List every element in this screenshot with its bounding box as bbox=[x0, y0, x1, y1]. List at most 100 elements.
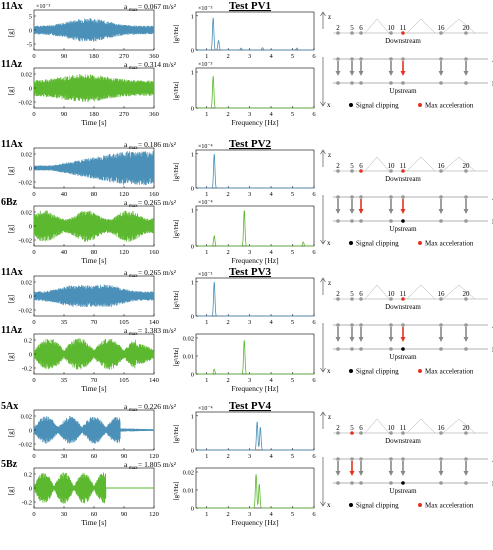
node-label: 5 bbox=[350, 290, 354, 298]
sensor-node bbox=[464, 297, 468, 301]
truss bbox=[406, 156, 436, 172]
legend-max-label: Max acceleration bbox=[425, 368, 474, 376]
sensor-node bbox=[359, 431, 363, 435]
node-A bbox=[439, 457, 443, 461]
hanger-arrow bbox=[335, 209, 341, 214]
hanger-arrow bbox=[335, 71, 341, 76]
node-label: 10 bbox=[388, 424, 396, 432]
node-B bbox=[464, 81, 468, 85]
x-axis-label: x bbox=[327, 239, 331, 247]
y-tick-label: 0.02 bbox=[183, 470, 194, 477]
y-tick-label: 0 bbox=[29, 294, 32, 301]
y-axis-label: [g] bbox=[7, 167, 15, 175]
x-tick-label: 3 bbox=[248, 191, 251, 198]
x-tick-label: 90 bbox=[61, 53, 68, 60]
time-plot-top-2: 0.020-0.020 35 70 105 140[g]11Ax a max = 0.265 … bbox=[1, 267, 177, 326]
node-A bbox=[389, 457, 393, 461]
amax-symbol: a bbox=[124, 460, 128, 469]
amax-subscript: max bbox=[129, 332, 138, 337]
node-B bbox=[439, 347, 443, 351]
psd-plot-top-0: 1 0 1 2 3 4 5 6 [g²/Hz] ×10⁻⁵ bbox=[173, 6, 316, 60]
y-scale-label: ×10⁻³ bbox=[36, 4, 51, 10]
x-tick-label: 5 bbox=[291, 53, 294, 60]
node-B bbox=[439, 481, 443, 485]
node-A bbox=[439, 57, 443, 61]
x-axis-label: Frequency [Hz] bbox=[231, 518, 278, 527]
x-tick-label: 3 bbox=[248, 53, 251, 60]
hanger-arrow bbox=[358, 209, 364, 214]
legend-clip-label: Signal clipping bbox=[356, 502, 399, 510]
x-tick-label: 5 bbox=[291, 511, 294, 518]
y-tick-label: 0 bbox=[29, 428, 32, 435]
legend-max-label: Max acceleration bbox=[425, 502, 474, 510]
amax-subscript: max bbox=[129, 466, 138, 471]
sensor-node bbox=[401, 31, 405, 35]
upstream-label: Upstream bbox=[389, 353, 417, 361]
truss bbox=[442, 418, 476, 434]
y-scale-label: ×10⁻⁵ bbox=[198, 6, 213, 12]
x-tick-label: 60 bbox=[91, 453, 98, 460]
node-A bbox=[336, 57, 340, 61]
node-B bbox=[389, 219, 393, 223]
x-axis-label: Frequency [Hz] bbox=[231, 384, 278, 393]
node-label: 2 bbox=[336, 162, 340, 170]
x-axis-label: x bbox=[327, 101, 331, 109]
node-A bbox=[464, 457, 468, 461]
y-tick-label: 0 bbox=[191, 48, 194, 55]
hanger-arrow bbox=[388, 337, 394, 342]
x-tick-label: 2 bbox=[227, 249, 230, 256]
psd-plot-top-1: 1 0 1 2 3 4 5 6 [g²/Hz] ×10⁻⁴ bbox=[173, 144, 316, 198]
x-tick-label: 0 bbox=[32, 319, 35, 326]
y-axis-label: [g²/Hz] bbox=[173, 482, 180, 501]
y-tick-label: 0 bbox=[29, 86, 32, 93]
signal-trace-top bbox=[33, 151, 155, 185]
sensor-node bbox=[336, 169, 340, 173]
legend-max-label: Max acceleration bbox=[425, 240, 474, 248]
node-B bbox=[359, 347, 363, 351]
x-tick-label: 70 bbox=[91, 319, 98, 326]
x-tick-label: 2 bbox=[227, 53, 230, 60]
hanger-arrow bbox=[438, 337, 444, 342]
time-plot-bottom-3: 0.20-0.20 30 60 90 120[g]5Bz a max = 1.805 m/s²… bbox=[1, 459, 177, 527]
node-B bbox=[350, 347, 354, 351]
z-axis-label: z bbox=[328, 13, 331, 21]
x-tick-label: 5 bbox=[291, 453, 294, 460]
bridge-diagram-0: z25610111620DownstreamABUpstreamxSignal … bbox=[320, 11, 493, 110]
x-tick-label: 120 bbox=[119, 249, 129, 256]
test-title: Test PV2 bbox=[229, 138, 272, 150]
sensor-node bbox=[401, 431, 405, 435]
node-label: 16 bbox=[438, 424, 446, 432]
node-B bbox=[401, 219, 405, 223]
x-tick-label: 6 bbox=[312, 53, 316, 60]
signal-trace-top bbox=[33, 416, 155, 444]
y-tick-label: 1 bbox=[191, 13, 194, 20]
node-B bbox=[401, 481, 405, 485]
x-tick-label: 1 bbox=[205, 511, 208, 518]
x-tick-label: 60 bbox=[91, 511, 98, 518]
node-label: 5 bbox=[350, 424, 354, 432]
legend-max-dot bbox=[418, 241, 422, 245]
truss bbox=[364, 18, 390, 34]
truss bbox=[442, 284, 476, 300]
amax-value: = 1.805 m/s² bbox=[138, 460, 177, 469]
node-label: 6 bbox=[359, 24, 363, 32]
node-A bbox=[389, 195, 393, 199]
node-B bbox=[401, 347, 405, 351]
truss bbox=[406, 18, 436, 34]
legend-clip-label: Signal clipping bbox=[356, 240, 399, 248]
sensor-label: 6Bz bbox=[1, 197, 18, 208]
signal-trace-bottom bbox=[33, 210, 155, 242]
x-arrow-head bbox=[320, 501, 326, 507]
node-B bbox=[389, 481, 393, 485]
x-arrow-head bbox=[320, 239, 326, 245]
node-A bbox=[350, 195, 354, 199]
spectrum-bottom bbox=[196, 76, 314, 109]
spectrum-bottom bbox=[196, 340, 314, 375]
psd-plot-bottom-2: 0.02 0.01 0 1 2 3 4 5 6 [g²/Hz] Frequency [Hz] bbox=[173, 333, 316, 393]
x-tick-label: 3 bbox=[248, 319, 251, 326]
y-tick-label: -0.02 bbox=[18, 100, 32, 107]
bridge-diagram-1: z25610111620DownstreamABUpstreamxSignal … bbox=[320, 149, 493, 248]
x-tick-label: 4 bbox=[269, 511, 273, 518]
x-tick-label: 270 bbox=[119, 111, 129, 118]
